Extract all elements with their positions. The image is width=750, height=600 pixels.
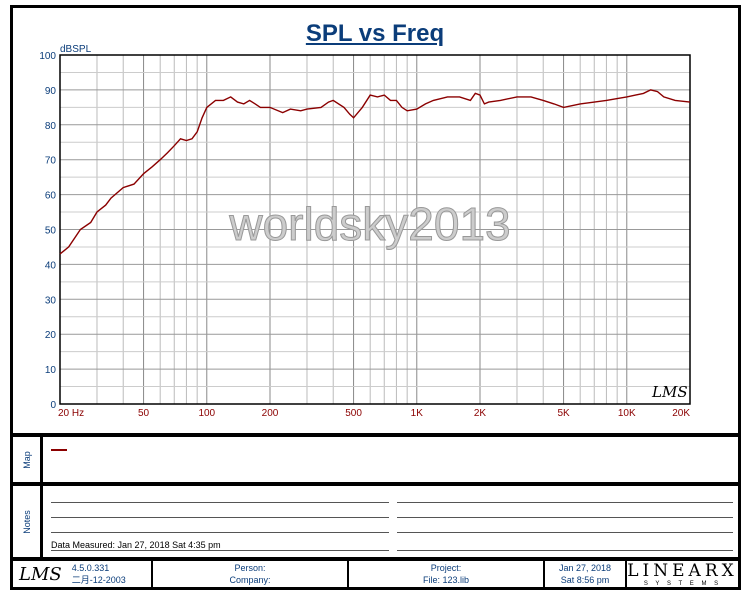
x-tick-label: 20 Hz — [58, 408, 84, 419]
linearx-sub: S Y S T E M S — [643, 581, 722, 587]
version: 4.5.0.331 — [71, 563, 110, 573]
x-tick-label: 10K — [618, 408, 636, 419]
y-tick-label: 60 — [45, 191, 57, 202]
corner-lms-logo: LMS — [651, 383, 688, 401]
y-tick-label: 40 — [45, 260, 57, 271]
series-line-spl — [59, 89, 691, 255]
legend-swatch-spl — [51, 449, 67, 451]
footer: LMS 4.5.0.331 二月-12-2003 Person: Company: … — [10, 558, 741, 590]
x-tick-label: 500 — [345, 408, 362, 419]
x-tick-label: 20K — [672, 408, 690, 419]
watermark: worldsky2013 — [228, 198, 510, 250]
x-tick-label: 100 — [198, 408, 215, 419]
y-tick-label: 50 — [45, 226, 57, 237]
map-label: Map — [21, 450, 32, 469]
y-tick-label: 100 — [39, 51, 56, 62]
x-tick-label: 200 — [262, 408, 279, 419]
lms-logo: LMS — [19, 563, 62, 585]
y-axis-label: dBSPL — [60, 44, 92, 55]
date-code: 二月-12-2003 — [71, 575, 126, 585]
y-tick-label: 80 — [45, 121, 57, 132]
person: Person: — [234, 563, 266, 573]
file: File: 123.lib — [422, 575, 470, 585]
x-tick-label: 50 — [138, 408, 150, 419]
plot-area — [59, 54, 691, 405]
linearx-logo: LINEARX — [627, 561, 738, 581]
footer-date: Jan 27, 2018 — [558, 563, 612, 573]
x-tick-label: 1K — [411, 408, 424, 419]
y-tick-label: 70 — [45, 156, 57, 167]
y-tick-label: 90 — [45, 86, 57, 97]
project: Project: — [430, 563, 462, 573]
y-tick-label: 0 — [50, 400, 56, 411]
notes-section: Notes Data Measured: Jan 27, 2018 Sat 4:… — [10, 483, 741, 560]
spl-chart: 0 10 20 30 40 50 60 70 80 90 100 20 Hz 50 100 200 500 1K… — [39, 44, 691, 419]
notes-label: Notes — [21, 509, 32, 534]
chart-title: SPL vs Freq — [305, 20, 445, 47]
y-tick-label: 20 — [45, 330, 57, 341]
footer-time: Sat 8:56 pm — [560, 575, 610, 585]
x-tick-label: 2K — [474, 408, 487, 419]
data-measured-text: Data Measured: Jan 27, 2018 Sat 4:35 pm — [51, 540, 221, 550]
company: Company: — [229, 575, 271, 585]
x-tick-label: 5K — [557, 408, 570, 419]
y-tick-label: 30 — [45, 295, 57, 306]
y-tick-label: 10 — [45, 365, 57, 376]
map-section: Map — [10, 434, 741, 485]
